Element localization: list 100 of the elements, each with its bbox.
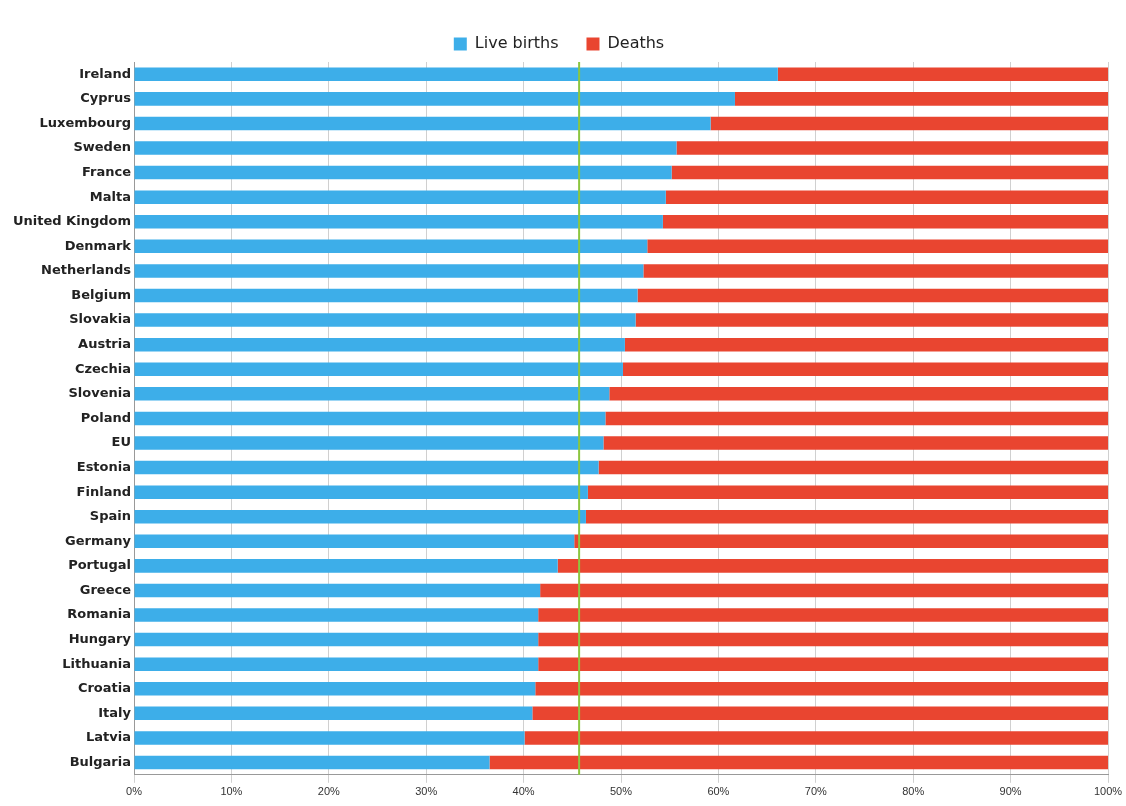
bar: [134, 362, 623, 376]
x-tick-label: 10%: [220, 785, 243, 798]
bar: [603, 436, 1108, 450]
bar: [134, 657, 539, 671]
bar: [647, 239, 1108, 254]
y-tick-label: Romania: [67, 606, 131, 622]
bar: [134, 608, 539, 622]
bar: [643, 264, 1108, 278]
bar: [598, 460, 1108, 475]
bar: [587, 485, 1108, 499]
x-tick-label: 0%: [126, 785, 143, 798]
bar: [635, 313, 1108, 327]
x-tick-label: 70%: [804, 785, 828, 798]
y-tick-label: Hungary: [68, 630, 132, 646]
y-tick-label: Lithuania: [62, 655, 131, 671]
bar: [665, 190, 1108, 204]
bar: [134, 92, 735, 106]
bar: [134, 411, 606, 426]
y-tick-label: Estonia: [76, 458, 131, 474]
y-tick-label: Germany: [65, 532, 132, 548]
bar: [134, 485, 588, 499]
bar: [134, 116, 711, 131]
bar: [134, 706, 533, 721]
bar: [134, 165, 672, 180]
y-tick-label: Czechia: [74, 360, 131, 376]
y-tick-label: Croatia: [77, 680, 131, 696]
bar: [538, 608, 1108, 622]
y-tick-label: Luxembourg: [39, 114, 131, 130]
bar: [609, 387, 1108, 401]
bar: [671, 165, 1108, 180]
bar: [662, 215, 1108, 229]
bar: [489, 755, 1108, 770]
y-tick-label: Sweden: [73, 139, 131, 155]
bar: [134, 239, 648, 254]
y-tick-label: Portugal: [68, 557, 131, 573]
bar: [134, 313, 636, 327]
y-tick-label: Austria: [78, 336, 131, 352]
bar: [134, 67, 778, 82]
bar: [734, 92, 1108, 106]
y-tick-label: Spain: [89, 508, 131, 524]
x-tick-label: 90%: [999, 785, 1022, 798]
y-tick-label: Greece: [79, 581, 132, 597]
x-tick-label: 20%: [317, 785, 341, 798]
bar: [134, 509, 586, 524]
x-tick-label: 30%: [415, 785, 438, 798]
y-tick-label: Slovakia: [69, 311, 131, 327]
y-tick-label: Ireland: [79, 65, 131, 81]
bar: [134, 337, 625, 352]
bar: [532, 706, 1108, 721]
bar: [540, 583, 1108, 598]
bar: [134, 288, 638, 303]
bar: [535, 682, 1108, 696]
y-tick-label: France: [81, 163, 132, 179]
y-tick-label: Slovenia: [68, 385, 131, 401]
bar: [134, 141, 677, 155]
y-tick-label: Malta: [89, 188, 131, 204]
y-tick-label: Netherlands: [41, 262, 132, 278]
bar: [777, 67, 1108, 82]
y-tick-label: Cyprus: [80, 90, 132, 106]
bar: [134, 264, 644, 278]
bar: [134, 583, 541, 598]
y-tick-label: Latvia: [86, 729, 131, 745]
x-tick-label: 80%: [902, 785, 925, 798]
legend-label: Deaths: [607, 33, 665, 53]
x-tick-label: 40%: [512, 785, 535, 798]
bar: [524, 731, 1108, 745]
x-tick-label: 50%: [609, 785, 633, 798]
y-tick-label: Italy: [98, 704, 132, 720]
x-tick-label: 60%: [707, 785, 730, 798]
bar: [134, 460, 599, 475]
bar: [557, 559, 1108, 573]
bar: [538, 632, 1108, 647]
y-tick-label: Bulgaria: [69, 753, 131, 769]
bar: [134, 632, 539, 647]
bar: [710, 116, 1108, 131]
bar: [134, 755, 490, 770]
bar: [134, 215, 663, 229]
bar: [605, 411, 1108, 426]
bar: [134, 682, 536, 696]
bar: [622, 362, 1108, 376]
bar: [538, 657, 1108, 671]
bar: [134, 436, 604, 450]
y-tick-label: Belgium: [71, 286, 131, 302]
legend-label: Live births: [474, 33, 559, 53]
bar: [585, 509, 1108, 524]
bar: [134, 190, 666, 204]
bar: [624, 337, 1108, 352]
bar: [134, 534, 575, 549]
bar: [574, 534, 1108, 549]
y-tick-label: Denmark: [64, 237, 132, 253]
y-tick-label: EU: [111, 434, 131, 450]
bar: [134, 387, 610, 401]
bar: [676, 141, 1108, 155]
x-tick-label: 100%: [1093, 785, 1123, 798]
bar: [134, 731, 525, 745]
bar: [134, 559, 558, 573]
y-tick-label: Finland: [76, 483, 131, 499]
bar: [637, 288, 1108, 303]
y-tick-label: Poland: [80, 409, 131, 425]
y-tick-label: United Kingdom: [12, 213, 131, 229]
